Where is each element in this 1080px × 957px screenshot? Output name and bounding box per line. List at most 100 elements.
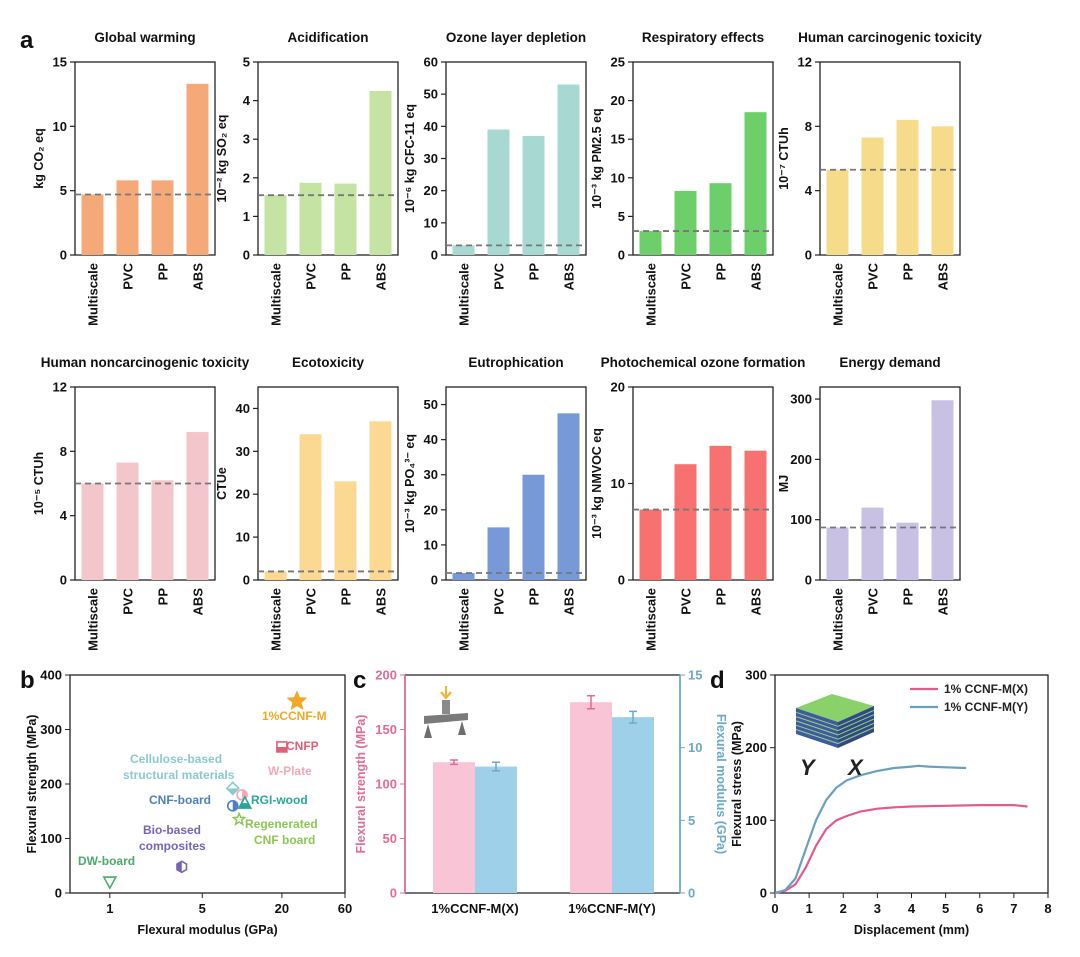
x-category-label: PP: [156, 588, 171, 606]
x-category-label: ABS: [749, 588, 764, 616]
plot-frame: [445, 386, 587, 581]
y-tick-label: 0: [618, 248, 625, 263]
bar-pvc: [674, 464, 697, 580]
marker-rgi-wood-fill: [238, 803, 251, 809]
y-tick-label: 200: [40, 777, 62, 792]
plot-frame: [819, 386, 961, 581]
bar-pvc: [674, 190, 697, 255]
y-tick-label: 12: [798, 55, 812, 70]
modulus-error-bar: [492, 761, 500, 772]
y-axis-label: 10⁻⁵ CTUh: [32, 452, 46, 515]
x-tick-label: 1: [106, 901, 113, 916]
bar-abs: [557, 84, 580, 256]
bar-pvc: [299, 182, 322, 255]
y-axis-label: 10⁻⁷ CTUh: [777, 127, 791, 189]
y-tick-label: 20: [424, 183, 438, 198]
y-tick-label: 300: [745, 668, 767, 683]
x-tick-label: 8: [1044, 901, 1051, 916]
x-category-label: PVC: [679, 262, 694, 289]
x-category-label: PP: [901, 588, 916, 606]
x-category-label: ABS: [374, 588, 389, 616]
plot-frame: [257, 386, 399, 581]
x-category-label: ABS: [374, 263, 389, 291]
bar-multiscale: [452, 245, 475, 255]
right-y-tick-label: 10: [688, 740, 702, 755]
y-tick-label: 40: [424, 119, 438, 134]
y-tick-label: 60: [424, 55, 438, 70]
layer-line: [837, 727, 875, 744]
bar-abs: [186, 432, 209, 580]
x-category-label: PVC: [492, 587, 507, 614]
y-tick-label: 10: [424, 215, 438, 230]
left-y-tick-label: 0: [390, 886, 397, 901]
plot-frame: [632, 61, 774, 256]
point-label-wplate: W-Plate: [268, 764, 312, 778]
y-tick-label: 10: [611, 170, 625, 185]
legend-label: 1% CCNF-M(X): [944, 682, 1028, 696]
bar-pp: [896, 119, 919, 256]
panel-c: 0 50 100 150 200 0 5 10 15 1%CCNF-M(X) 1%CCNF-M(Y)…: [354, 668, 728, 917]
x-tick-label: 1: [806, 901, 813, 916]
x-category-label: PP: [339, 588, 354, 606]
left-y-axis-label: Flexural strength (MPa): [354, 715, 368, 854]
x-category-label: Multiscale: [457, 263, 472, 326]
bending-test-illustration: [424, 686, 468, 738]
bar-pp: [522, 474, 545, 580]
plot-frame: [819, 61, 961, 256]
y-tick-label: 4: [243, 93, 251, 108]
layer-line: [837, 718, 875, 736]
x-category-label: PVC: [866, 262, 881, 289]
y-tick-label: 5: [60, 183, 67, 198]
y-tick-label: 0: [243, 573, 250, 588]
chart-title: Human carcinogenic toxicity: [798, 30, 982, 45]
strength-error-bar: [450, 759, 458, 766]
x-category-label: PP: [527, 263, 542, 281]
y-tick-label: 20: [236, 487, 250, 502]
point-label-dw: DW-board: [78, 854, 135, 868]
y-tick-label: 50: [424, 397, 438, 412]
bar-multiscale: [639, 509, 662, 580]
plot-frame: [257, 61, 399, 256]
point-label-cell1: Cellulose-based: [130, 752, 222, 766]
x-tick-label: 3: [874, 901, 881, 916]
x-category-label: ABS: [562, 263, 577, 291]
x-axis-label: Displacement (mm): [854, 923, 969, 937]
x-category-label: PVC: [121, 587, 136, 614]
bar-pp: [522, 135, 545, 255]
curve-series-2: [774, 764, 967, 895]
marker-cnf-board-fill: [232, 800, 238, 811]
layer-line: [837, 709, 875, 727]
modulus-bar: [475, 766, 517, 893]
chart-title: Acidification: [287, 30, 368, 45]
x-category-label: Multiscale: [644, 263, 659, 326]
x-category-label: PVC: [304, 587, 319, 614]
y-tick-label: 10: [53, 119, 67, 134]
y-tick-label: 12: [53, 380, 67, 395]
x-category-label: ABS: [936, 263, 951, 291]
x-category-label: PP: [156, 263, 171, 281]
bar-pp: [709, 445, 732, 580]
x-category-label: Multiscale: [86, 588, 101, 651]
bar-abs: [369, 90, 392, 255]
bar-pvc: [116, 462, 139, 580]
y-tick-label: 0: [60, 573, 67, 588]
direction-label-x: X: [846, 755, 864, 780]
y-axis-label: 10⁻⁶ kg CFC-11 eq: [403, 104, 417, 213]
y-tick-label: 40: [236, 401, 250, 416]
y-tick-label: 2: [243, 170, 250, 185]
x-category-label: ABS: [936, 588, 951, 616]
x-category-label: ABS: [191, 588, 206, 616]
bar-multiscale: [264, 571, 287, 580]
y-tick-label: 25: [611, 55, 625, 70]
curve-series-1: [774, 803, 1028, 895]
left-y-tick-label: 100: [375, 777, 397, 792]
modulus-error-bar: [629, 710, 637, 724]
bar-abs: [186, 83, 209, 255]
marker-1-ccnf-m: [286, 690, 308, 710]
chart-title: Photochemical ozone formation: [601, 355, 806, 370]
y-tick-label: 5: [618, 209, 625, 224]
point-label-regen2: CNF board: [254, 833, 315, 847]
panel-label-c: c: [353, 667, 366, 694]
y-tick-label: 10: [611, 476, 625, 491]
